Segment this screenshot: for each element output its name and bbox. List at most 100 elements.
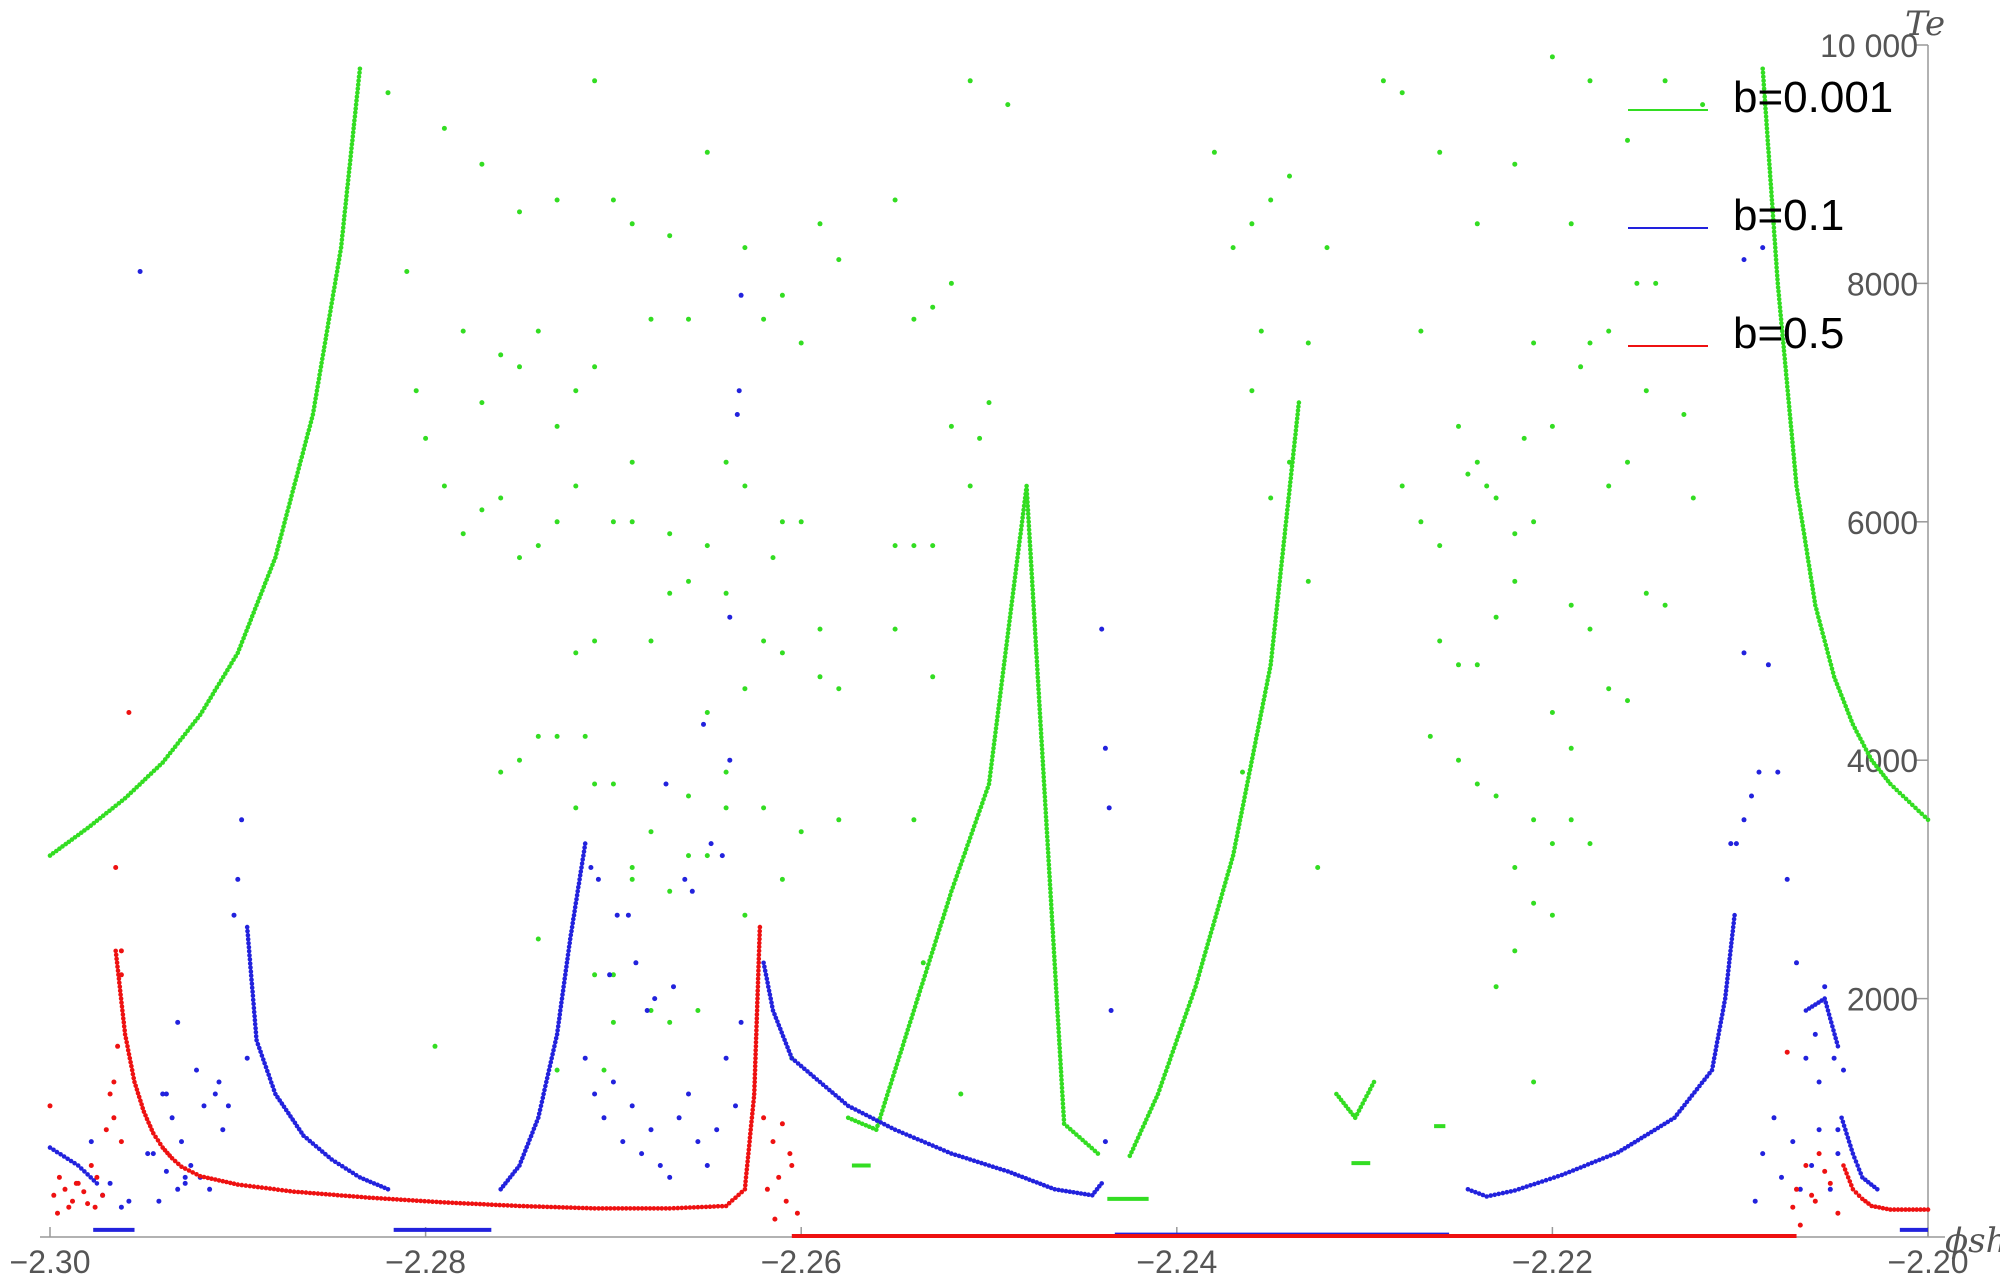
series-1-curve-point <box>239 639 245 645</box>
series-3-curve-point <box>501 1203 507 1208</box>
series-2-curve-point <box>808 1071 813 1077</box>
series-2-point <box>225 1103 231 1109</box>
series-1-curve-point <box>1025 495 1030 501</box>
series-1-curve-point <box>319 360 324 366</box>
series-2-point <box>582 1055 588 1061</box>
series-2-curve-point <box>79 1166 84 1171</box>
series-1-curve-point <box>882 1100 888 1106</box>
series-1-point <box>1587 841 1593 847</box>
series-1-curve-point <box>1785 384 1790 390</box>
series-3-curve-point <box>485 1202 491 1207</box>
series-1-curve-point <box>963 846 969 852</box>
series-2-curve-point <box>294 1123 300 1129</box>
series-3-curve-point <box>756 964 761 970</box>
series-2-point <box>620 1139 626 1145</box>
series-3-point <box>1809 1192 1815 1198</box>
series-2-curve-point <box>945 1149 950 1155</box>
series-1-curve-point <box>1808 575 1814 580</box>
series-1-curve-point <box>1197 969 1203 974</box>
series-2-curve-point <box>764 976 770 981</box>
series-1-curve-point <box>1010 591 1016 596</box>
series-3-curve-point <box>576 1205 582 1211</box>
series-2-curve-point <box>251 1001 256 1007</box>
series-1-curve-point <box>1790 440 1795 445</box>
series-1-curve-point <box>1289 467 1294 473</box>
series-2-curve-point <box>378 1184 384 1189</box>
series-3-curve-point <box>580 1205 586 1211</box>
series-1-point <box>648 638 654 644</box>
series-1-curve-point <box>317 372 322 378</box>
series-3-curve-point <box>749 1115 755 1121</box>
series-1-curve-point <box>1834 681 1840 687</box>
series-2-curve-point <box>911 1135 917 1140</box>
series-3-curve-point <box>386 1196 392 1202</box>
series-2-curve-point <box>536 1111 542 1117</box>
series-1-point <box>930 543 936 549</box>
series-2-point <box>652 996 658 1002</box>
series-2-curve-point <box>845 1103 851 1109</box>
series-1-curve-point <box>1789 436 1795 441</box>
series-1-curve-point <box>1032 623 1038 628</box>
series-1-curve-point <box>312 400 318 405</box>
legend-label: b=0.001 <box>1733 73 1893 122</box>
series-1-curve-point <box>326 316 332 322</box>
series-1-curve-point <box>1028 559 1034 565</box>
series-2-curve-point <box>375 1182 380 1188</box>
series-2-curve-point <box>565 952 571 958</box>
series-1-curve-point <box>1034 655 1039 660</box>
series-1-curve-point <box>1047 878 1053 883</box>
series-1-point <box>836 817 842 823</box>
series-1-curve-point <box>1213 915 1218 920</box>
series-3-curve-point <box>687 1205 693 1210</box>
series-1-curve-point <box>1071 1129 1076 1135</box>
series-1-curve-point <box>1780 332 1785 338</box>
series-1-curve-point <box>910 1012 915 1017</box>
series-1-curve-point <box>1029 563 1034 569</box>
series-3-curve-point <box>1903 1207 1908 1212</box>
series-1-curve-point <box>190 722 195 727</box>
series-1-curve-point <box>999 678 1005 683</box>
series-1-curve-point <box>1787 412 1793 417</box>
series-1-curve-point <box>1040 758 1046 764</box>
series-1-curve-point <box>1269 650 1275 656</box>
series-1-curve-point <box>915 996 920 1002</box>
series-3-curve-point <box>651 1206 657 1211</box>
series-3-curve-point <box>1841 1163 1846 1168</box>
series-1-curve-point <box>1017 539 1022 544</box>
series-1-curve-point <box>1183 1011 1189 1016</box>
series-1-curve-point <box>1248 763 1254 769</box>
series-1-curve-point <box>1025 499 1030 505</box>
series-1-curve-point <box>231 657 236 663</box>
series-2-curve-point <box>371 1181 377 1186</box>
series-2-curve-point <box>574 897 579 902</box>
series-1-curve-point <box>325 324 331 330</box>
series-1-curve-point <box>316 380 321 386</box>
series-3-curve-point <box>116 976 122 981</box>
series-1-curve-point <box>1008 606 1014 612</box>
series-1-point <box>667 531 673 537</box>
series-2-curve-point <box>54 1149 60 1155</box>
series-1-curve-point <box>97 815 103 821</box>
series-1-point <box>1643 388 1649 394</box>
series-1-point <box>629 865 635 870</box>
series-2-curve-point <box>571 916 576 922</box>
series-1-curve-point <box>903 1035 908 1040</box>
series-1-curve-point <box>351 122 357 127</box>
series-2-curve-point <box>307 1138 313 1144</box>
series-1-curve-point <box>304 435 310 441</box>
series-1-curve-point <box>1813 602 1818 608</box>
series-3-curve-point <box>453 1200 459 1206</box>
series-1-curve-point <box>1021 503 1027 509</box>
series-1-point <box>1606 483 1612 489</box>
series-2-curve-point <box>368 1179 373 1185</box>
series-1-curve-point <box>1847 714 1853 720</box>
series-3-curve-point <box>209 1176 214 1181</box>
series-1-curve-point <box>1366 1090 1371 1096</box>
series-2-curve-point <box>262 1061 267 1066</box>
series-2-curve-point <box>249 981 255 986</box>
series-1-curve-point <box>1019 523 1024 529</box>
series-1-point <box>601 1067 607 1073</box>
series-1-curve-point <box>1051 938 1056 943</box>
series-1-curve-point <box>1267 666 1273 671</box>
series-1-curve-point <box>1290 455 1296 461</box>
